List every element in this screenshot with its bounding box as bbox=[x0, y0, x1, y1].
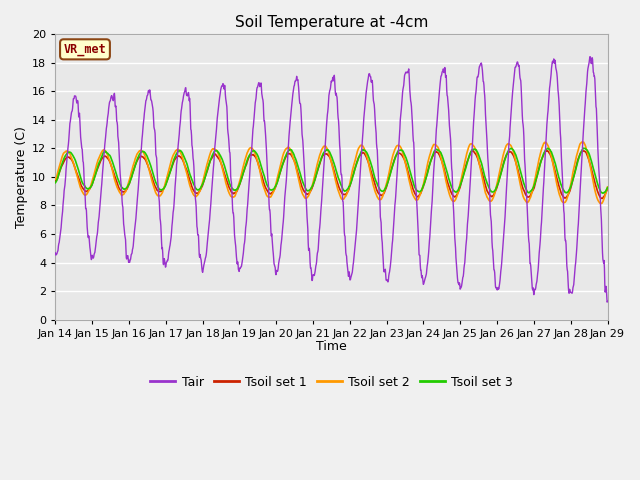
Legend: Tair, Tsoil set 1, Tsoil set 2, Tsoil set 3: Tair, Tsoil set 1, Tsoil set 2, Tsoil se… bbox=[145, 371, 518, 394]
Y-axis label: Temperature (C): Temperature (C) bbox=[15, 126, 28, 228]
Title: Soil Temperature at -4cm: Soil Temperature at -4cm bbox=[235, 15, 428, 30]
X-axis label: Time: Time bbox=[316, 340, 347, 353]
Text: VR_met: VR_met bbox=[63, 43, 106, 56]
